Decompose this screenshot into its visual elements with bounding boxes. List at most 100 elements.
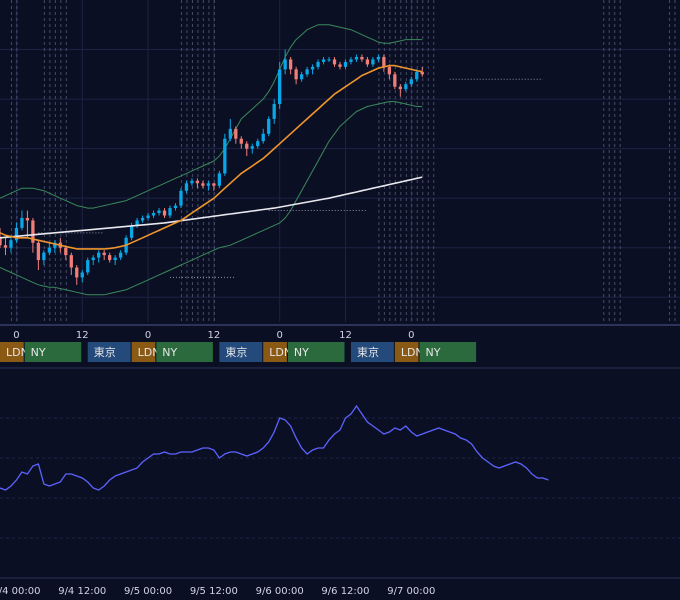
oscillator-line	[0, 404, 549, 491]
candle-up	[184, 183, 189, 191]
candle-down	[393, 74, 397, 87]
candle-up	[261, 133, 265, 142]
bollinger-lower-line	[0, 101, 423, 296]
candle-up	[278, 69, 282, 105]
candle-down	[36, 242, 41, 261]
candle-up	[321, 59, 326, 62]
candle-up	[217, 173, 221, 186]
hour-tick-label: 0	[276, 330, 282, 341]
oscillator-panel[interactable]	[0, 367, 680, 539]
hour-tick-label: 12	[208, 330, 221, 341]
date-axis: 9/4 00:00 9/4 12:00 9/5 00:00 9/5 12:00 9/6 …	[0, 577, 680, 597]
candle-down	[201, 183, 205, 186]
session-london-label: LDN	[6, 346, 29, 359]
candle-up	[349, 59, 353, 62]
date-tick-label: 9/5 12:00	[190, 586, 238, 597]
candle-down	[360, 56, 364, 60]
session-london-block	[394, 342, 419, 362]
candle-up	[316, 61, 320, 67]
candle-down	[108, 255, 112, 261]
candle-down	[387, 66, 391, 75]
candle-up	[119, 252, 123, 258]
candle-up	[91, 257, 95, 261]
hour-tick-label: 12	[339, 330, 352, 341]
session-london-label: LDN	[138, 346, 161, 359]
session-tokyo-label: 東京	[94, 345, 116, 359]
hour-tick-label: 12	[76, 330, 89, 341]
date-tick-label: 9/5 00:00	[124, 586, 172, 597]
candle-up	[53, 242, 57, 248]
candle-up	[9, 240, 13, 248]
candle-down	[195, 180, 200, 184]
candle-up	[173, 205, 178, 209]
candle-up	[179, 190, 183, 206]
candle-up	[299, 74, 304, 80]
session-tokyo-label: 東京	[225, 345, 247, 359]
candle-up	[223, 138, 227, 174]
candle-up	[409, 79, 413, 85]
candle-up	[135, 220, 139, 226]
candle-down	[234, 128, 238, 139]
candle-down	[398, 86, 402, 90]
date-tick-label: 9/4 00:00	[0, 586, 40, 597]
candle-up	[151, 213, 156, 216]
session-london-block	[131, 342, 156, 362]
candle-down	[382, 56, 386, 67]
candle-down	[69, 255, 73, 268]
candle-up	[80, 272, 84, 278]
candle-up	[42, 252, 46, 261]
sma-long-line	[0, 176, 423, 239]
candle-up	[14, 227, 19, 241]
candle-down	[338, 64, 342, 67]
candle-down	[365, 59, 370, 65]
candle-up	[415, 71, 419, 80]
candle-up	[206, 183, 211, 186]
candle-up	[97, 252, 101, 258]
candle-up	[250, 146, 254, 149]
candle-up	[267, 118, 271, 134]
hour-tick-label: 0	[145, 330, 151, 341]
candle-up	[157, 210, 161, 214]
candle-up	[228, 128, 232, 139]
candle-down	[64, 247, 68, 256]
candle-up	[168, 208, 172, 216]
candle-up	[113, 257, 117, 261]
candle-up	[354, 56, 359, 60]
session-newyork-label: NY	[31, 346, 46, 359]
price-panel[interactable]	[0, 0, 680, 322]
date-tick-label: 9/6 00:00	[256, 586, 304, 597]
candle-up	[371, 59, 375, 65]
session-london-label: LDN	[401, 346, 424, 359]
candle-down	[332, 59, 337, 65]
session-newyork-block	[24, 342, 82, 362]
candle-up	[129, 225, 134, 238]
candle-down	[102, 252, 106, 256]
session-newyork-label: NY	[294, 346, 309, 359]
session-tokyo-block	[350, 342, 394, 362]
date-tick-label: 9/4 12:00	[58, 586, 106, 597]
candle-up	[305, 69, 309, 75]
candle-up	[310, 66, 315, 70]
session-newyork-block	[156, 342, 213, 362]
candle-up	[256, 141, 260, 147]
session-london-block	[0, 342, 24, 362]
session-tokyo-block	[219, 342, 263, 362]
candle-down	[420, 71, 424, 75]
candle-down	[289, 59, 293, 70]
candle-down	[239, 138, 243, 144]
candle-up	[190, 180, 194, 184]
candle-up	[376, 56, 381, 60]
session-newyork-label: NY	[426, 346, 441, 359]
session-newyork-label: NY	[162, 346, 177, 359]
date-tick-label: 9/6 12:00	[321, 586, 369, 597]
candle-down	[25, 217, 30, 221]
session-newyork-block	[287, 342, 345, 362]
candle-up	[327, 59, 331, 61]
candle-down	[294, 69, 298, 80]
candle-down	[75, 267, 79, 278]
candle-down	[212, 183, 216, 186]
candle-up	[404, 84, 408, 90]
date-tick-label: 9/7 00:00	[387, 586, 435, 597]
